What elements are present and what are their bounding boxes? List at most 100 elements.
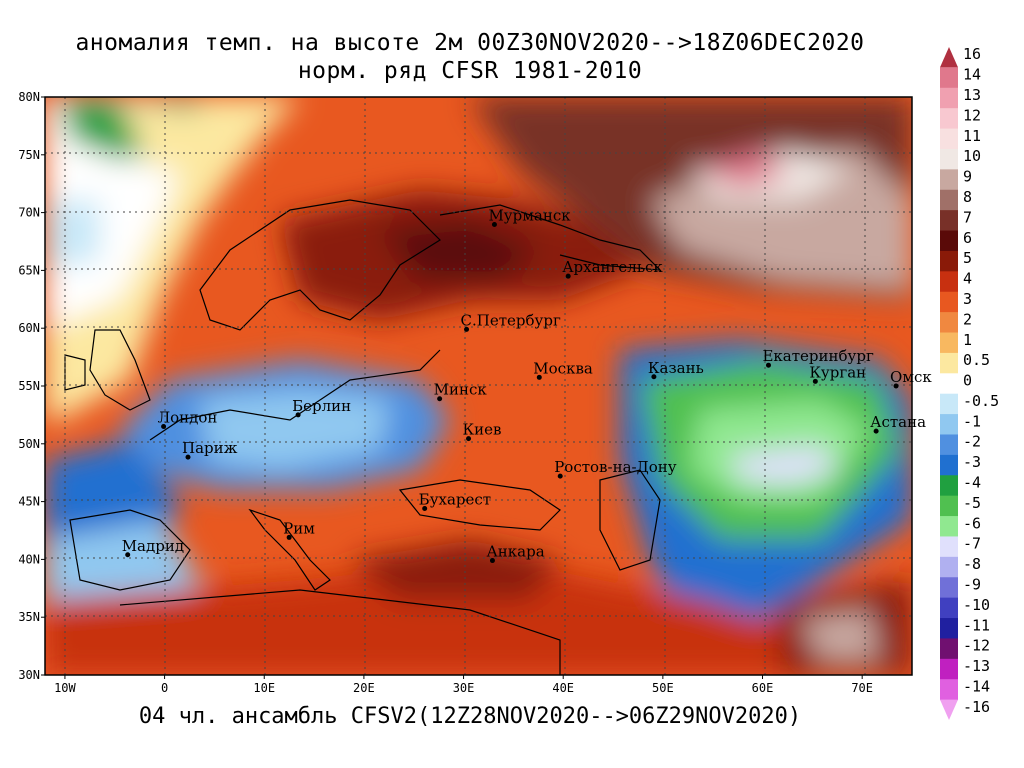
lat-label: 75N xyxy=(18,148,40,162)
lat-label: 35N xyxy=(18,610,40,624)
city-dot xyxy=(651,374,657,380)
lon-label: 10E xyxy=(253,681,275,695)
colorbar-label: -9 xyxy=(963,575,981,593)
lon-label: 50E xyxy=(652,681,674,695)
colorbar-cell-bottom xyxy=(940,699,958,720)
lon-label: 10W xyxy=(54,681,76,695)
longitude-labels: 10W 0 10E 20E 30E 40E 50E 60E 70E xyxy=(54,675,873,695)
colorbar-label: 5 xyxy=(963,249,972,267)
colorbar-cell xyxy=(940,291,958,313)
lat-label: 40N xyxy=(18,552,40,566)
map-footer: 04 чл. ансамбль CFSV2(12Z28NOV2020-->06Z… xyxy=(138,704,802,729)
colorbar-label: 11 xyxy=(963,127,981,145)
colorbar-cell-top xyxy=(940,47,958,68)
colorbar-cell xyxy=(940,679,958,701)
colorbar-label: -16 xyxy=(963,698,990,716)
city-label: Архангельск xyxy=(562,258,663,276)
city-dot xyxy=(491,222,497,228)
iberia-coast xyxy=(69,509,191,591)
city-dot xyxy=(161,423,167,429)
colorbar-label: -12 xyxy=(963,637,990,655)
coastlines xyxy=(64,199,662,675)
colorbar-label: 14 xyxy=(963,66,981,84)
colorbar-cell xyxy=(940,108,958,130)
lon-label: 70E xyxy=(851,681,873,695)
colorbar-label: 1 xyxy=(963,331,972,349)
city-label: Москва xyxy=(533,359,593,377)
city-dot xyxy=(437,396,443,402)
colorbar-cell xyxy=(940,454,958,476)
colorbar-cell xyxy=(940,230,958,252)
map-subtitle: норм. ряд CFSR 1981-2010 xyxy=(297,58,643,84)
lat-label: 70N xyxy=(18,206,40,220)
colorbar-label: 0.5 xyxy=(963,351,990,369)
city-dot xyxy=(466,436,472,442)
central-asia-peak xyxy=(800,610,880,660)
city-label: Омск xyxy=(890,368,932,386)
colorbar-label: -13 xyxy=(963,657,990,675)
colorbar-label: -4 xyxy=(963,474,981,492)
colorbar-cell xyxy=(940,128,958,150)
colorbar-label: 9 xyxy=(963,168,972,186)
city-label: Казань xyxy=(648,359,704,377)
city-label: Мадрид xyxy=(122,537,184,555)
lon-label: 20E xyxy=(353,681,375,695)
colorbar-cell xyxy=(940,495,958,517)
colorbar-label: 2 xyxy=(963,310,972,328)
lat-label: 30N xyxy=(18,668,40,682)
colorbar-label: 16 xyxy=(963,45,981,63)
south-warm-zone xyxy=(45,560,912,675)
city-dot xyxy=(557,473,563,479)
map-title: аномалия темп. на высоте 2м 00Z30NOV2020… xyxy=(75,30,865,56)
colorbar-cell xyxy=(940,556,958,578)
colorbar-cell xyxy=(940,87,958,109)
lon-label: 30E xyxy=(453,681,475,695)
colorbar-cell xyxy=(940,577,958,599)
colorbar-cell xyxy=(940,271,958,293)
siberia-peak xyxy=(700,150,790,190)
colorbar-cell xyxy=(940,658,958,680)
atlantic-pale-zone xyxy=(45,200,100,270)
colorbar-cell xyxy=(940,536,958,558)
mediterranean-south-coast xyxy=(119,589,561,675)
lat-label: 45N xyxy=(18,495,40,509)
colorbar-cell xyxy=(940,169,958,191)
city-label: Курган xyxy=(809,363,866,381)
black-sea-coast xyxy=(398,479,561,531)
colorbar-cell xyxy=(940,148,958,170)
colorbar-label: -2 xyxy=(963,433,981,451)
city-label: Минск xyxy=(434,381,488,399)
lat-label: 80N xyxy=(18,90,40,104)
city-label: Киев xyxy=(463,421,502,439)
caspian-coast xyxy=(599,469,661,571)
colorbar-label: -3 xyxy=(963,453,981,471)
colorbar-cell xyxy=(940,434,958,456)
kola-warm-core xyxy=(380,220,540,280)
colorbar-label: 8 xyxy=(963,188,972,206)
colorbar-label: -6 xyxy=(963,514,981,532)
city-label: Мурманск xyxy=(488,207,571,225)
city-dot xyxy=(125,552,131,558)
italy-coast xyxy=(248,508,331,591)
colorbar-cell xyxy=(940,393,958,415)
colorbar-label: 10 xyxy=(963,147,981,165)
city-label: Астана xyxy=(870,413,926,431)
colorbar-label: -7 xyxy=(963,535,981,553)
britain-coast xyxy=(89,329,151,411)
colorbar-label: -14 xyxy=(963,677,990,695)
lat-label: 65N xyxy=(18,263,40,277)
lon-label: 0 xyxy=(161,681,168,695)
scandinavia-coast xyxy=(199,199,441,331)
anatolia-warm xyxy=(350,540,560,600)
city-dot xyxy=(565,273,571,279)
colorbar-cell xyxy=(940,597,958,619)
colorbar-label: -5 xyxy=(963,494,981,512)
city-label: Берлин xyxy=(292,397,351,415)
colorbar-label: -1 xyxy=(963,412,981,430)
lon-label: 40E xyxy=(552,681,574,695)
city-dot xyxy=(765,362,771,368)
colorbar-label: 7 xyxy=(963,208,972,226)
colorbar-label: -11 xyxy=(963,616,990,634)
